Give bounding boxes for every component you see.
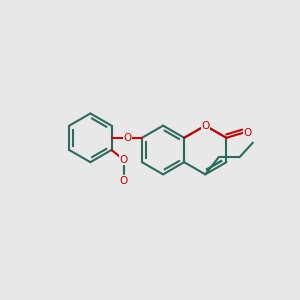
Text: O: O	[243, 128, 252, 138]
Text: O: O	[120, 176, 128, 186]
Text: O: O	[201, 121, 209, 130]
Text: O: O	[120, 155, 128, 165]
Text: O: O	[123, 133, 131, 143]
